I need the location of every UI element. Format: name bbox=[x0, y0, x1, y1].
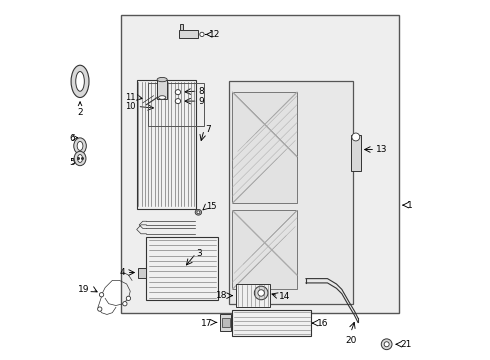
Ellipse shape bbox=[175, 90, 181, 95]
Text: 6: 6 bbox=[69, 134, 75, 143]
Ellipse shape bbox=[77, 141, 83, 150]
Ellipse shape bbox=[159, 96, 166, 99]
Text: 19: 19 bbox=[77, 285, 89, 294]
Ellipse shape bbox=[254, 286, 268, 300]
Ellipse shape bbox=[352, 133, 360, 141]
Bar bbox=[137, 80, 196, 209]
Text: 3: 3 bbox=[196, 249, 202, 258]
Bar bbox=[157, 80, 167, 99]
Ellipse shape bbox=[126, 296, 131, 301]
Ellipse shape bbox=[76, 72, 84, 91]
Bar bbox=[220, 315, 231, 330]
Bar bbox=[147, 237, 218, 300]
Text: 13: 13 bbox=[376, 145, 388, 154]
Text: 10: 10 bbox=[125, 102, 136, 111]
Ellipse shape bbox=[157, 77, 167, 82]
Text: 18: 18 bbox=[216, 291, 228, 300]
Ellipse shape bbox=[258, 290, 265, 296]
Ellipse shape bbox=[381, 339, 392, 350]
Ellipse shape bbox=[99, 293, 104, 297]
Bar bbox=[221, 318, 230, 327]
Text: 17: 17 bbox=[201, 319, 213, 328]
Text: 21: 21 bbox=[400, 340, 412, 349]
Text: 11: 11 bbox=[125, 93, 136, 102]
Text: 16: 16 bbox=[317, 319, 328, 328]
Ellipse shape bbox=[200, 32, 204, 37]
Bar bbox=[232, 310, 311, 336]
Bar bbox=[232, 92, 297, 203]
Ellipse shape bbox=[195, 210, 201, 215]
Ellipse shape bbox=[71, 65, 89, 98]
Bar bbox=[138, 267, 146, 278]
Text: 4: 4 bbox=[120, 268, 125, 277]
Ellipse shape bbox=[74, 138, 86, 154]
Text: 14: 14 bbox=[279, 292, 291, 301]
Bar bbox=[232, 211, 297, 289]
Ellipse shape bbox=[175, 99, 181, 104]
Bar bbox=[351, 135, 361, 171]
Bar bbox=[180, 24, 183, 31]
Ellipse shape bbox=[74, 151, 86, 166]
Text: 12: 12 bbox=[209, 30, 220, 39]
Text: 1: 1 bbox=[407, 201, 413, 210]
Text: 15: 15 bbox=[206, 202, 217, 211]
Text: 20: 20 bbox=[345, 336, 357, 345]
Text: 7: 7 bbox=[205, 125, 211, 134]
Ellipse shape bbox=[384, 342, 389, 347]
Text: 9: 9 bbox=[198, 96, 204, 105]
Ellipse shape bbox=[77, 154, 82, 162]
Text: 2: 2 bbox=[77, 102, 83, 117]
Bar bbox=[122, 15, 399, 313]
Bar bbox=[236, 284, 270, 307]
Bar bbox=[179, 31, 198, 39]
Text: 5: 5 bbox=[69, 158, 75, 167]
Text: 8: 8 bbox=[198, 86, 204, 95]
Ellipse shape bbox=[197, 211, 200, 214]
Ellipse shape bbox=[122, 302, 127, 306]
Bar bbox=[229, 81, 353, 304]
Ellipse shape bbox=[98, 307, 102, 311]
Bar bbox=[148, 83, 204, 126]
